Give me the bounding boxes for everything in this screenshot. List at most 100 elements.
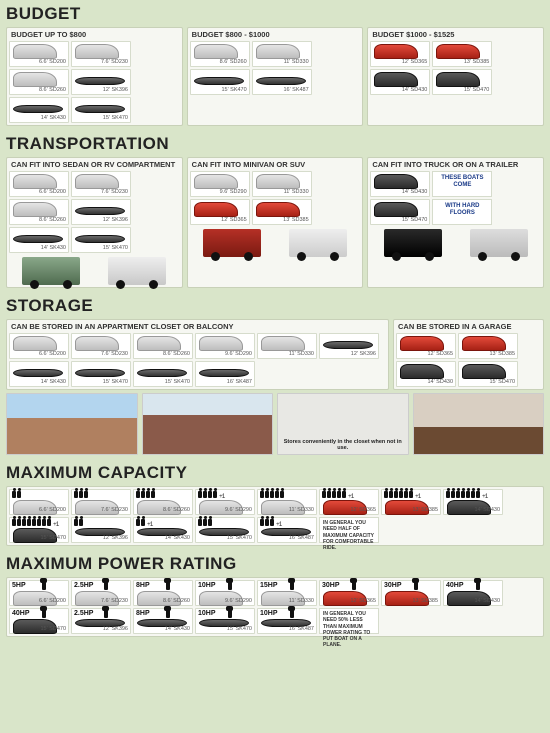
boat-tile[interactable]: 12' SD365 xyxy=(190,199,250,225)
transport-group: CAN FIT INTO SEDAN OR RV COMPARTMENT6.6'… xyxy=(6,157,183,288)
boat-icon xyxy=(194,77,244,85)
boat-tile[interactable]: 6.6' SD200 xyxy=(9,171,69,197)
boat-tile[interactable]: 15' SK470 xyxy=(71,97,131,123)
boat-tile[interactable]: +113' SD385 xyxy=(381,489,441,515)
model-label: 16' SK487 xyxy=(289,626,314,632)
boat-tile[interactable]: 8.6' SD260 xyxy=(9,199,69,225)
model-label: 12' SD365 xyxy=(350,598,376,604)
boat-tile[interactable]: 8.6' SD260 xyxy=(133,333,193,359)
boat-tile[interactable]: 7.6' SD230 xyxy=(71,489,131,515)
boat-tile[interactable]: 12' SD365 xyxy=(396,333,456,359)
boat-tile[interactable]: +115' SD470 xyxy=(9,517,69,543)
boat-tile[interactable]: 12' SD365 xyxy=(370,41,430,67)
storage-heading: STORAGE xyxy=(6,296,544,316)
boat-tile[interactable]: 6.6' SD200 xyxy=(9,41,69,67)
boat-tile[interactable]: 12' SK396 xyxy=(319,333,379,359)
model-label: 11' SD330 xyxy=(289,598,314,604)
boat-tile[interactable]: 9.6' SD290 xyxy=(190,171,250,197)
boat-tile[interactable]: 5HP6.6' SD200 xyxy=(9,580,69,606)
boat-tile[interactable]: 8.6' SD260 xyxy=(9,69,69,95)
boat-icon xyxy=(374,202,418,217)
motor-icon xyxy=(42,609,46,618)
boat-tile[interactable]: 15' SK470 xyxy=(71,227,131,253)
boat-tile[interactable]: 30HP13' SD385 xyxy=(381,580,441,606)
boat-tile[interactable]: 15' SK470 xyxy=(133,361,193,387)
boat-tile[interactable]: 8HP8.6' SD260 xyxy=(133,580,193,606)
model-label: 14' SK430 xyxy=(41,245,66,251)
boat-icon xyxy=(13,202,57,217)
boat-tile[interactable]: 7.6' SD230 xyxy=(71,333,131,359)
model-label: 15' SD470 xyxy=(40,535,66,541)
hp-label: 5HP xyxy=(12,582,26,589)
hp-label: 40HP xyxy=(12,610,30,617)
model-label: 11' SD330 xyxy=(284,59,309,65)
boat-tile[interactable]: 12' SK396 xyxy=(71,199,131,225)
boat-tile[interactable]: 15HP 11' SD330 xyxy=(257,580,317,606)
boat-tile[interactable]: +116' SK487 xyxy=(257,517,317,543)
boat-tile[interactable]: 15' SD470 xyxy=(432,69,492,95)
boat-tile[interactable]: 11' SD330 xyxy=(252,41,312,67)
boat-tile[interactable]: 7.6' SD230 xyxy=(71,41,131,67)
boat-tile[interactable]: 15' SK470 xyxy=(190,69,250,95)
boat-tile[interactable]: 14' SD430 xyxy=(396,361,456,387)
boat-tile[interactable]: 14' SK430 xyxy=(9,361,69,387)
boat-tile[interactable]: +19.6' SD290 xyxy=(195,489,255,515)
boat-tile[interactable]: +114' SK430 xyxy=(133,517,193,543)
boat-tile[interactable]: 15' SD470 xyxy=(370,199,430,225)
boat-tile[interactable]: 11' SD330 xyxy=(257,333,317,359)
boat-tile[interactable]: 11' SD330 xyxy=(257,489,317,515)
group-title: CAN FIT INTO TRUCK OR ON A TRAILER xyxy=(372,160,541,169)
boat-tile[interactable]: 14' SD430 xyxy=(370,171,430,197)
people-icon xyxy=(74,519,84,528)
boat-tile[interactable]: 13' SD385 xyxy=(458,333,518,359)
capacity-group: 6.6' SD2007.6' SD230 8.6' SD260 +19.6' SD2… xyxy=(6,486,544,546)
boat-icon xyxy=(400,364,444,379)
hp-label: 15HP xyxy=(260,582,278,589)
model-label: 8.6' SD260 xyxy=(163,598,190,604)
boat-tile[interactable]: 13' SD385 xyxy=(252,199,312,225)
boat-tile[interactable]: 40HP15' SD470 xyxy=(9,608,69,634)
note-box: THESE BOATS COME xyxy=(432,171,492,197)
boat-tile[interactable]: 15' SK470 xyxy=(195,517,255,543)
boat-tile[interactable]: 12' SK396 xyxy=(71,517,131,543)
transport-heading: TRANSPORTATION xyxy=(6,134,544,154)
boat-tile[interactable]: 6.6' SD200 xyxy=(9,333,69,359)
boat-tile[interactable]: 13' SD385 xyxy=(432,41,492,67)
boat-tile[interactable]: +112' SD365 xyxy=(319,489,379,515)
boat-tile[interactable]: 14' SK430 xyxy=(9,227,69,253)
boat-tile[interactable]: 9.6' SD290 xyxy=(195,333,255,359)
boat-tile[interactable]: 7.6' SD230 xyxy=(71,171,131,197)
boat-tile[interactable]: 15' SD470 xyxy=(458,361,518,387)
boat-tile[interactable]: 8HP14' SK430 xyxy=(133,608,193,634)
boat-tile[interactable]: 8.6' SD260 xyxy=(133,489,193,515)
boat-tile[interactable]: 6.6' SD200 xyxy=(9,489,69,515)
hp-label: 30HP xyxy=(384,582,402,589)
model-label: 14' SD430 xyxy=(402,189,428,195)
boat-tile[interactable]: 14' SK430 xyxy=(9,97,69,123)
model-label: 15' SK470 xyxy=(103,115,128,121)
boat-tile[interactable]: 11' SD330 xyxy=(252,171,312,197)
model-label: 8.6' SD260 xyxy=(163,507,190,513)
boat-tile[interactable]: 10HP9.6' SD290 xyxy=(195,580,255,606)
boat-tile[interactable]: 30HP12' SD365 xyxy=(319,580,379,606)
boat-tile[interactable]: 40HP14' SD430 xyxy=(443,580,503,606)
budget-heading: BUDGET xyxy=(6,4,544,24)
boat-tile[interactable]: 16' SK487 xyxy=(252,69,312,95)
model-label: 6.6' SD200 xyxy=(39,59,66,65)
model-label: 15' SK470 xyxy=(165,379,190,385)
boat-tile[interactable]: +114' SD430 xyxy=(443,489,503,515)
boat-tile[interactable]: 2.5HP7.6' SD230 xyxy=(71,580,131,606)
motor-icon xyxy=(290,609,294,618)
boat-tile[interactable]: 10HP16' SK487 xyxy=(257,608,317,634)
boat-tile[interactable]: 16' SK487 xyxy=(195,361,255,387)
model-label: 14' SD430 xyxy=(474,507,500,513)
boat-tile[interactable]: 14' SD430 xyxy=(370,69,430,95)
boat-tile[interactable]: 8.6' SD260 xyxy=(190,41,250,67)
boat-tile[interactable]: 15' SK470 xyxy=(71,361,131,387)
group-title: BUDGET UP TO $800 xyxy=(11,30,180,39)
vehicle-suv xyxy=(289,229,347,257)
boat-tile[interactable]: 2.5HP12' SK396 xyxy=(71,608,131,634)
boat-icon xyxy=(199,336,243,351)
boat-tile[interactable]: 10HP15' SK470 xyxy=(195,608,255,634)
boat-tile[interactable]: 12' SK396 xyxy=(71,69,131,95)
